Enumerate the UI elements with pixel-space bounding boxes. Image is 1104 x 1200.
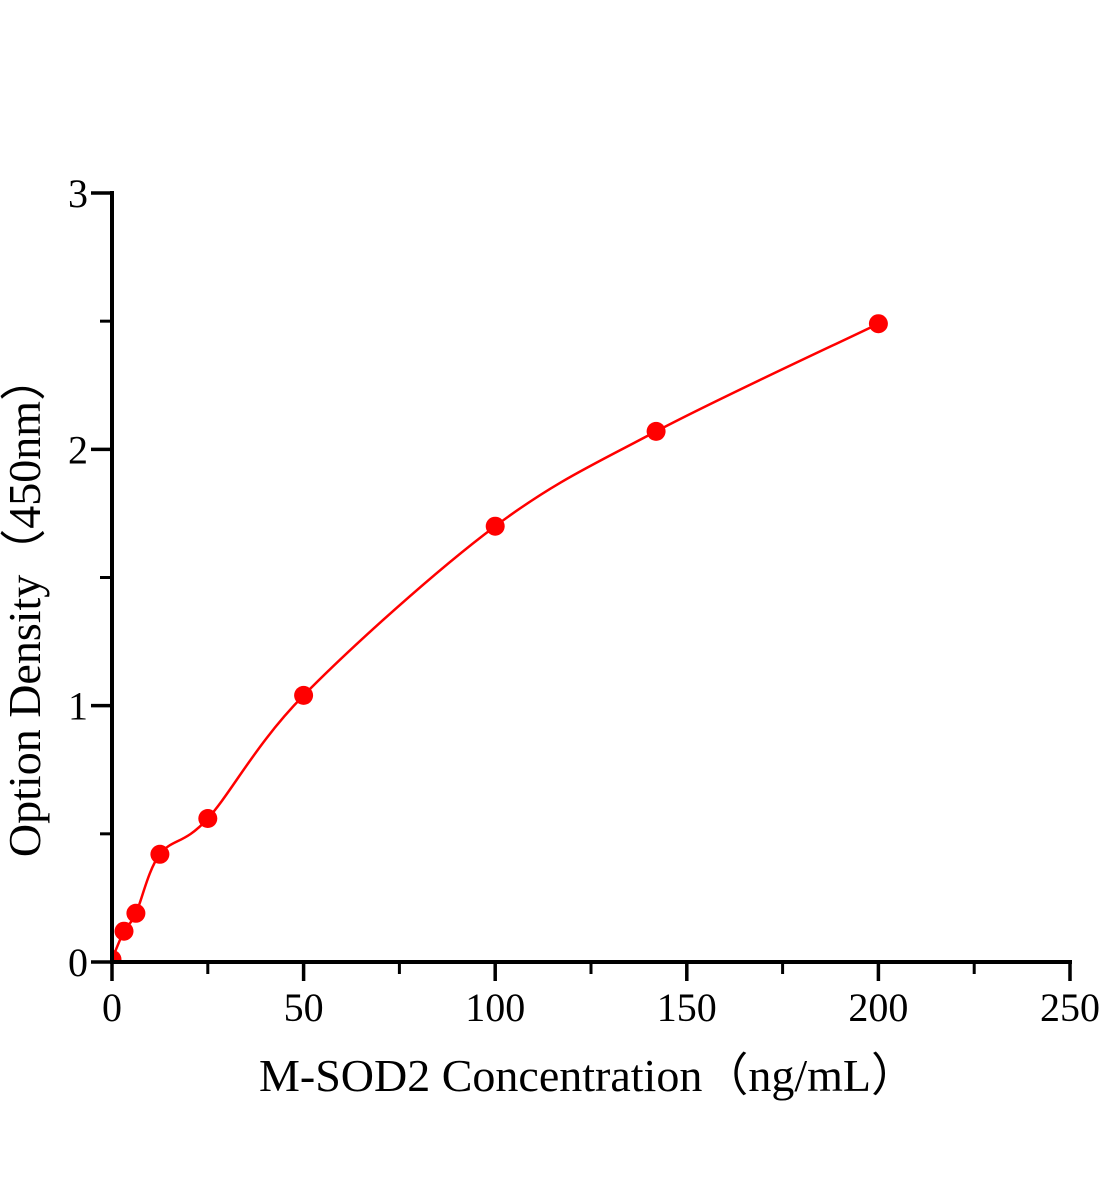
data-point xyxy=(198,809,218,828)
data-point xyxy=(126,903,146,923)
x-tick-label: 250 xyxy=(1040,985,1100,1030)
series-layer xyxy=(114,314,888,961)
y-tick-label: 2 xyxy=(68,427,88,472)
data-point xyxy=(868,314,888,334)
data-point xyxy=(485,516,505,536)
data-point xyxy=(294,685,314,705)
x-tick-label: 200 xyxy=(848,985,908,1030)
x-axis-title: M-SOD2 Concentration（ng/mL） xyxy=(259,1050,917,1101)
x-tick-label: 100 xyxy=(465,985,525,1030)
y-axis-title: Option Density（450nm） xyxy=(0,355,50,857)
y-tick-label: 3 xyxy=(68,171,88,216)
y-tick-label: 1 xyxy=(68,684,88,729)
x-tick-label: 0 xyxy=(102,985,122,1030)
y-tick-label: 0 xyxy=(68,940,88,985)
x-tick-label: 150 xyxy=(657,985,717,1030)
data-point xyxy=(114,950,122,961)
fit-curve xyxy=(114,322,879,958)
x-tick-label: 50 xyxy=(284,985,324,1030)
plot-area: 0 50 100 150 200 250 0 1 2 3 xyxy=(68,171,1100,1030)
data-point xyxy=(646,421,666,441)
data-point xyxy=(150,844,170,864)
data-point xyxy=(114,921,134,941)
